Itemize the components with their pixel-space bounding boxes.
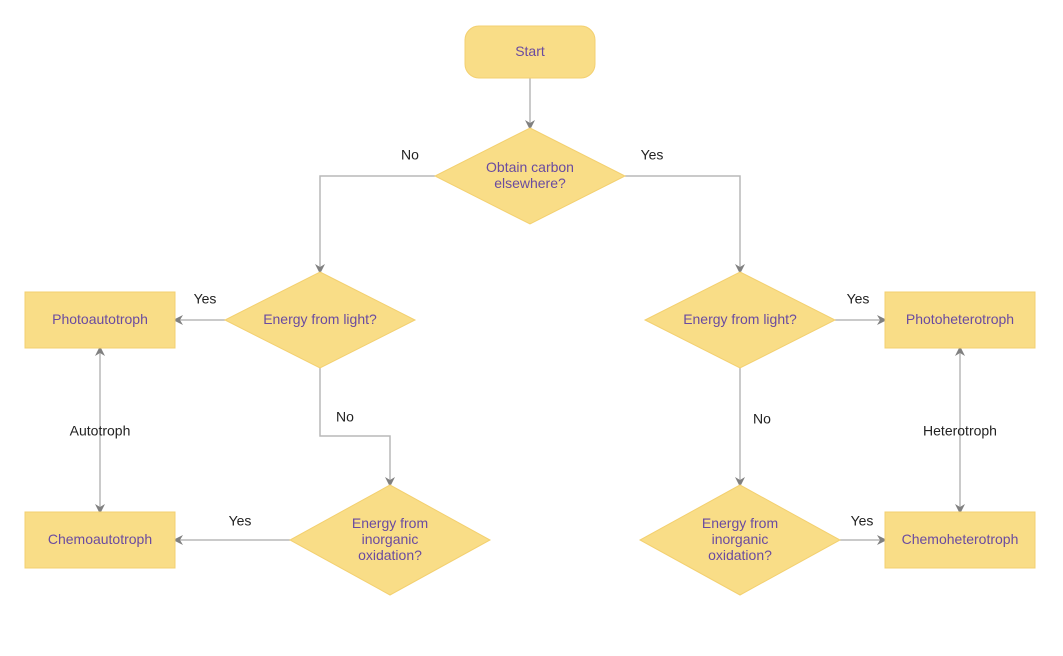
node-label-photoH: Photoheterotroph — [906, 311, 1014, 327]
node-label-chemoH: Chemoheterotroph — [902, 531, 1019, 547]
edge-label-e7: Yes — [847, 291, 870, 307]
node-photoA: Photoautotroph — [25, 292, 175, 348]
node-q2l: Energy from light? — [225, 272, 415, 368]
edge-label-e10: Autotroph — [70, 423, 131, 439]
edge-label-e3: Yes — [641, 147, 664, 163]
edge-e2 — [320, 176, 435, 272]
edge-e5 — [320, 368, 390, 485]
edge-label-e2: No — [401, 147, 419, 163]
node-q3l: Energy frominorganicoxidation? — [290, 485, 490, 595]
node-label-start: Start — [515, 43, 545, 59]
flowchart-canvas: No Yes Yes No Yes Yes No Yes Autotroph Heterotrop… — [0, 0, 1063, 656]
node-label-photoA: Photoautotroph — [52, 311, 148, 327]
node-label-q1: Obtain carbonelsewhere? — [486, 159, 574, 191]
edge-label-e11: Heterotroph — [923, 423, 997, 439]
node-chemoH: Chemoheterotroph — [885, 512, 1035, 568]
edge-label-e5: No — [336, 409, 354, 425]
node-chemoA: Chemoautotroph — [25, 512, 175, 568]
node-label-q2l: Energy from light? — [263, 311, 377, 327]
edge-label-e9: Yes — [851, 513, 874, 529]
node-label-q2r: Energy from light? — [683, 311, 797, 327]
edge-label-e6: Yes — [229, 513, 252, 529]
node-label-q3r: Energy frominorganicoxidation? — [702, 515, 778, 563]
node-q3r: Energy frominorganicoxidation? — [640, 485, 840, 595]
edge-label-e8: No — [753, 411, 771, 427]
node-photoH: Photoheterotroph — [885, 292, 1035, 348]
node-label-q3l: Energy frominorganicoxidation? — [352, 515, 428, 563]
node-q2r: Energy from light? — [645, 272, 835, 368]
edge-e3 — [625, 176, 740, 272]
node-start: Start — [465, 26, 595, 78]
node-q1: Obtain carbonelsewhere? — [435, 128, 625, 224]
edge-label-e4: Yes — [194, 291, 217, 307]
node-label-chemoA: Chemoautotroph — [48, 531, 152, 547]
